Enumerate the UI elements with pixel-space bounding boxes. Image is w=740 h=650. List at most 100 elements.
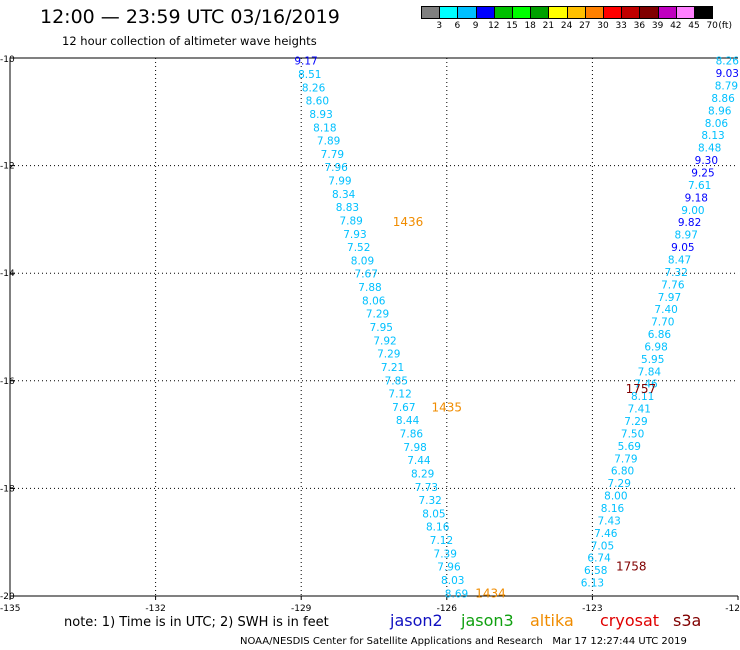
swh-point: 7.92: [373, 335, 396, 347]
swh-point: 9.03: [716, 68, 739, 80]
swh-point: 8.06: [362, 295, 386, 307]
swh-point: 7.61: [688, 180, 711, 192]
swh-point: 8.29: [411, 468, 434, 480]
legend-unit: (ft): [718, 21, 732, 31]
swh-point: 6.13: [581, 578, 604, 590]
swh-point: 8.51: [298, 69, 321, 81]
y-tick-label: -10: [0, 55, 15, 65]
swh-point: 5.95: [641, 354, 664, 366]
swh-point: 7.43: [597, 515, 620, 527]
swh-point: 9.17: [294, 56, 317, 68]
swh-point: 7.67: [355, 269, 378, 281]
wave-height-points: 9.178.518.268.608.938.187.897.797.967.99…: [294, 56, 739, 601]
x-tick-label: -123: [582, 604, 602, 614]
swh-point: 8.96: [708, 105, 732, 117]
legend-label: 36: [633, 21, 646, 31]
swh-point: 7.96: [324, 162, 348, 174]
swh-point: 7.79: [614, 453, 637, 465]
legend-label: 21: [542, 21, 555, 31]
legend-label: 24: [560, 21, 573, 31]
legend-label: 18: [524, 21, 536, 31]
swh-point: 8.18: [313, 122, 336, 134]
swh-point: 7.73: [415, 482, 438, 494]
swh-point: 7.97: [658, 292, 681, 304]
swh-point: 8.13: [701, 130, 724, 142]
legend-label: 6: [454, 21, 461, 31]
legend-label: 42: [670, 21, 682, 31]
swh-point: 7.44: [407, 455, 431, 467]
chart-title: 12:00 — 23:59 UTC 03/16/2019: [40, 6, 340, 28]
swh-point: 7.29: [366, 309, 389, 321]
swh-point: 7.50: [621, 428, 644, 440]
pass-time-labels: 1436143514341757175817: [393, 215, 657, 600]
swh-point: 8.03: [441, 575, 464, 587]
swh-point: 7.93: [343, 229, 366, 241]
x-tick-label: -126: [437, 604, 458, 614]
swh-point: 6.98: [644, 341, 667, 353]
swh-point: 8.16: [601, 503, 625, 515]
pass-time-label: 1434: [475, 586, 506, 600]
axis-ticks: -135 -132 -129 -126 -123 -12 -10 -12 -14 -16 -18 -2…: [0, 55, 740, 614]
axis-frame: [9, 57, 738, 597]
swh-point: 8.26: [302, 82, 326, 94]
swh-point: 9.18: [685, 192, 708, 204]
legend-label: 30: [597, 21, 609, 31]
swh-point: 7.46: [594, 528, 618, 540]
swh-point: 8.97: [675, 230, 698, 242]
swh-point: 7.41: [628, 404, 651, 416]
swh-point: 8.34: [332, 189, 356, 201]
swh-point: 7.86: [400, 429, 424, 441]
swh-point: 7.67: [392, 402, 415, 414]
swh-point: 8.06: [705, 118, 729, 130]
swh-point: 7.12: [388, 389, 411, 401]
pass-time-label: 1436: [393, 215, 424, 229]
swh-point: 8.93: [309, 109, 332, 121]
swh-point: 7.29: [608, 478, 631, 490]
swh-point: 8.05: [422, 508, 445, 520]
x-tick-label: -129: [291, 604, 312, 614]
legend-label: 3: [436, 21, 443, 31]
swh-point: 9.00: [681, 205, 704, 217]
swh-point: 6.80: [611, 466, 634, 478]
legend-label: 39: [651, 21, 664, 31]
legend-label: 15: [506, 21, 518, 31]
swh-point: 6.74: [587, 553, 611, 565]
legend-label: 9: [472, 21, 479, 31]
swh-point: 9.25: [691, 168, 714, 180]
swh-point: 7.46: [634, 379, 658, 391]
legend-swatch: [694, 6, 714, 19]
swh-point: 8.00: [604, 491, 627, 503]
swh-point: 8.69: [445, 588, 468, 600]
y-tick-label: -12: [0, 162, 15, 172]
swh-point: 7.99: [328, 176, 351, 188]
swh-point: 5.69: [618, 441, 641, 453]
chart-subtitle: 12 hour collection of altimeter wave hei…: [62, 34, 317, 48]
swh-point: 7.79: [321, 149, 344, 161]
swh-point: 8.79: [715, 81, 738, 93]
mission-name-jason2: jason2: [389, 611, 443, 630]
mission-name-jason3: jason3: [460, 611, 514, 630]
swh-point: 7.96: [437, 562, 461, 574]
swh-point: 8.48: [698, 143, 721, 155]
grid-lines: [10, 58, 738, 596]
bottom-note: note: 1) Time is in UTC; 2) SWH is in fe…: [64, 611, 701, 630]
swh-point: 7.52: [347, 242, 370, 254]
swh-point: 7.89: [339, 215, 362, 227]
swh-point: 7.89: [317, 136, 340, 148]
x-tick-label: -132: [145, 604, 165, 614]
swh-point: 7.39: [434, 548, 457, 560]
swh-point: 7.05: [591, 540, 614, 552]
mission-name-cryosat: cryosat: [600, 611, 659, 630]
y-tick-label: -16: [0, 377, 15, 387]
swh-point: 7.95: [370, 322, 393, 334]
legend-label: 27: [579, 21, 591, 31]
legend-label: 45: [688, 21, 700, 31]
swh-point: 7.12: [430, 535, 453, 547]
swh-point: 8.09: [351, 255, 374, 267]
swh-point: 6.86: [648, 329, 672, 341]
legend-label: 33: [615, 21, 627, 31]
x-tick-label: -12: [725, 604, 740, 614]
y-tick-label: -18: [0, 484, 15, 494]
swh-point: 9.05: [671, 242, 694, 254]
